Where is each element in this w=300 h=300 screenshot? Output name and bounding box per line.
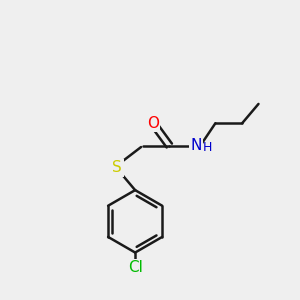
Text: Cl: Cl (128, 260, 142, 275)
Text: H: H (203, 140, 212, 154)
Text: O: O (147, 116, 159, 131)
Text: S: S (112, 160, 122, 175)
Text: N: N (190, 138, 202, 153)
